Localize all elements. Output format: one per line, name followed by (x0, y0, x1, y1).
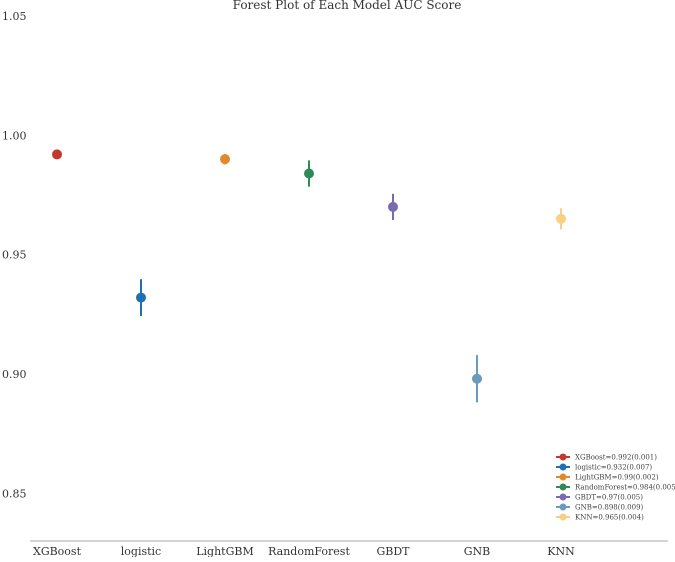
y-tick-label: 1.05 (2, 10, 27, 23)
x-tick-label: LightGBM (196, 545, 254, 557)
y-tick-label: 0.90 (2, 368, 27, 381)
x-tick-label: logistic (121, 545, 161, 557)
data-point (472, 373, 482, 384)
y-tick-label: 0.95 (2, 249, 27, 262)
data-point (556, 213, 566, 224)
data-point (304, 168, 314, 179)
data-point (388, 201, 398, 212)
legend-swatch-dot (559, 473, 567, 481)
data-points (52, 149, 566, 403)
legend-label: GBDT=0.97(0.005) (575, 494, 643, 502)
y-tick-label: 1.00 (2, 129, 27, 142)
legend-label: LightGBM=0.99(0.002) (575, 474, 659, 482)
legend-swatch-dot (559, 483, 567, 491)
data-point (136, 292, 146, 303)
legend-swatch-dot (559, 493, 567, 501)
legend-swatch-dot (559, 453, 567, 461)
legend-label: XGBoost=0.992(0.001) (575, 454, 657, 462)
x-tick-label: GNB (464, 545, 491, 557)
legend-label: logistic=0.932(0.007) (575, 464, 652, 472)
x-tick-label: GBDT (376, 545, 410, 557)
data-point (220, 154, 230, 165)
x-tick-label: KNN (547, 545, 575, 557)
y-axis-ticks: 0.85 0.90 0.95 1.00 1.05 (2, 10, 27, 500)
legend-label: RandomForest=0.984(0.005) (575, 484, 675, 492)
legend-swatch-dot (559, 513, 567, 521)
legend-label: KNN=0.965(0.004) (575, 514, 644, 522)
legend-swatch-dot (559, 463, 567, 471)
x-axis-ticks: XGBoost logistic LightGBM RandomForest GBDT G… (33, 545, 575, 558)
legend-label: GNB=0.898(0.009) (575, 504, 644, 512)
y-tick-label: 0.85 (2, 487, 27, 500)
x-tick-label: XGBoost (33, 545, 82, 557)
legend: XGBoost=0.992(0.001) logistic=0.932(0.007… (556, 453, 675, 522)
data-point (52, 149, 62, 160)
legend-swatch-dot (559, 503, 567, 511)
chart-title: Forest Plot of Each Model AUC Score (233, 0, 462, 12)
x-tick-label: RandomForest (268, 545, 350, 557)
